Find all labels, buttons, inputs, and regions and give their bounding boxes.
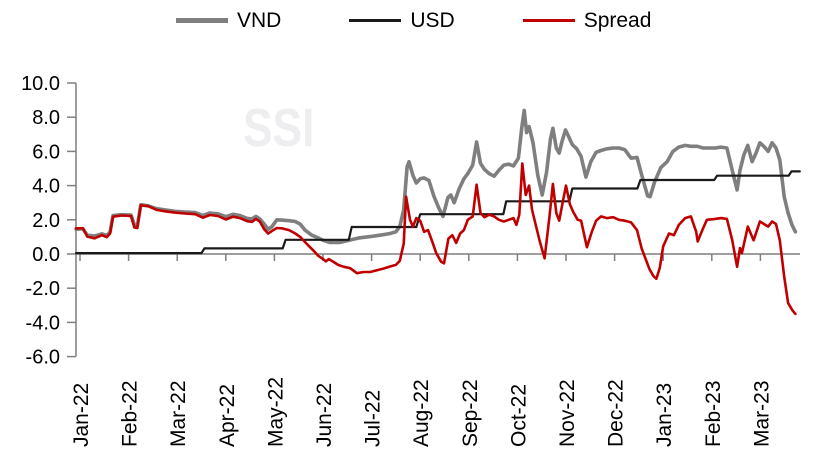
y-tick-label: 10.0 xyxy=(21,73,60,95)
legend-line-vnd-icon xyxy=(176,18,228,23)
x-tick-label: Mar-23 xyxy=(750,380,773,447)
legend: VND USD Spread xyxy=(176,10,651,31)
x-tick-label: Jan-22 xyxy=(70,383,93,447)
x-tick-label: Sep-22 xyxy=(459,379,482,447)
y-tick-label: 0.0 xyxy=(32,244,60,266)
x-tick-label: Feb-22 xyxy=(119,380,142,447)
series-line-spread xyxy=(74,162,797,316)
x-tick-label: Apr-22 xyxy=(216,384,239,447)
x-tick-label: Jul-22 xyxy=(362,390,385,447)
x-tick-label: Jun-22 xyxy=(313,383,336,447)
x-tick-label: Oct-22 xyxy=(507,384,530,447)
x-tick-label: May-22 xyxy=(264,377,287,447)
y-tick-label: 2.0 xyxy=(32,210,60,232)
x-tick-label: Nov-22 xyxy=(556,379,579,447)
y-tick-label: 6.0 xyxy=(32,141,60,163)
x-tick-label: Dec-22 xyxy=(605,379,628,447)
legend-label-spread: Spread xyxy=(583,9,652,32)
x-tick-label: Mar-22 xyxy=(167,380,190,447)
legend-line-spread-icon xyxy=(522,19,575,22)
y-tick-label: -2.0 xyxy=(26,278,60,300)
y-tick-label: 4.0 xyxy=(32,176,60,198)
watermark: SSI xyxy=(243,98,315,158)
x-tick-label: Feb-23 xyxy=(702,380,725,447)
x-tick-label: Aug-22 xyxy=(410,379,433,447)
legend-item-usd: USD xyxy=(349,9,455,32)
legend-line-usd-icon xyxy=(349,19,402,22)
x-tick-label: Jan-23 xyxy=(653,383,676,447)
y-tick-label: -4.0 xyxy=(26,312,60,334)
series-line-usd xyxy=(74,170,801,255)
legend-item-spread: Spread xyxy=(522,9,652,32)
y-tick-label: 8.0 xyxy=(32,107,60,129)
series-line-vnd xyxy=(74,108,798,245)
legend-label-usd: USD xyxy=(410,9,455,32)
legend-label-vnd: VND xyxy=(237,9,282,32)
legend-item-vnd: VND xyxy=(176,10,281,31)
y-tick-label: -6.0 xyxy=(26,347,60,369)
